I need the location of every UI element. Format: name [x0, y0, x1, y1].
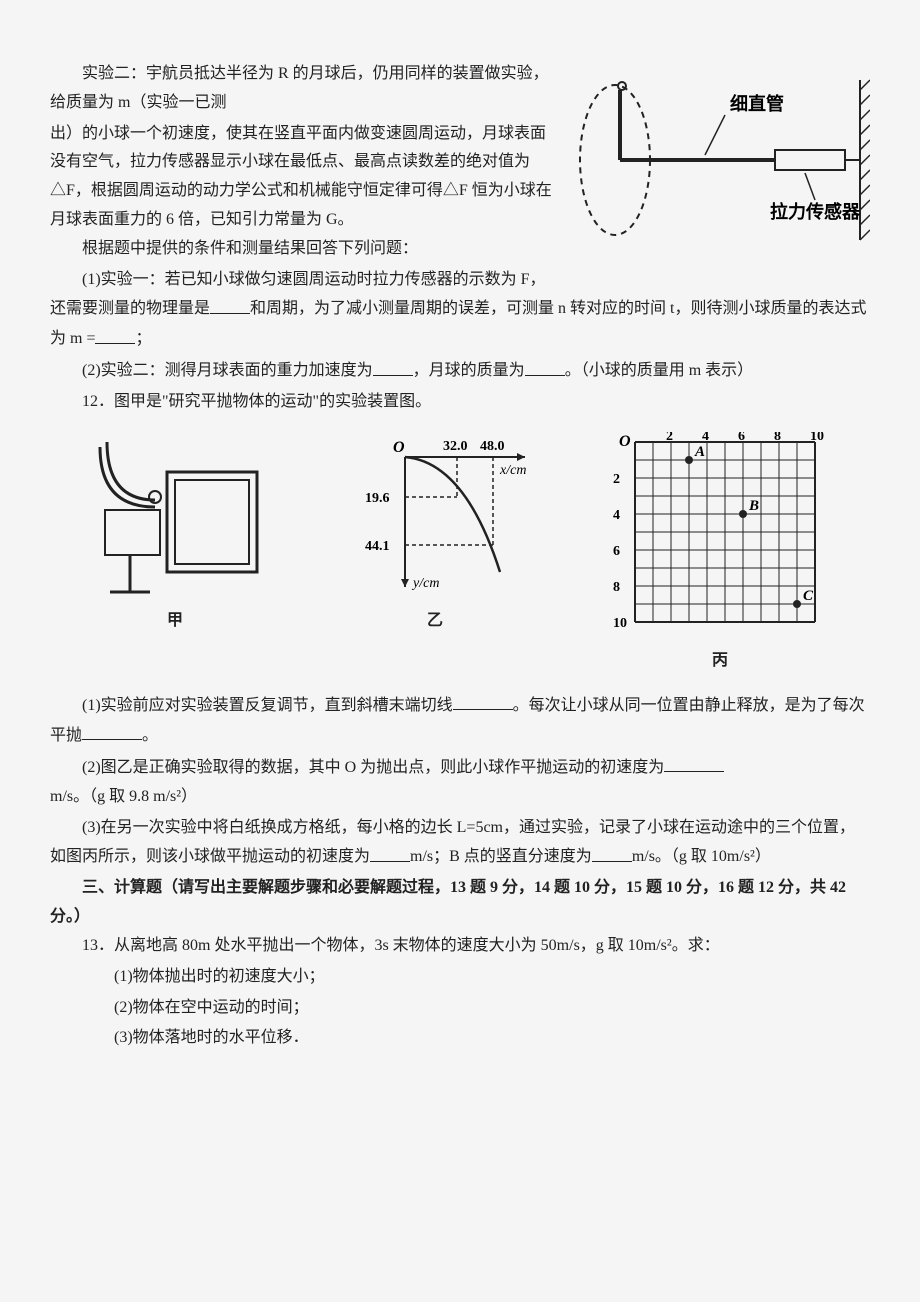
blank-field: [453, 691, 513, 710]
svg-text:4: 4: [613, 508, 620, 523]
q12-sub2-end: m/s。（g 取 9.8 m/s²）: [50, 788, 197, 805]
question-1: (1)实验一：若已知小球做匀速圆周运动时拉力传感器的示数为 F，还需要测量的物理…: [50, 266, 870, 355]
q12-sub1-end: 。: [142, 727, 158, 744]
tube-label: 细直管: [730, 93, 784, 114]
svg-text:10: 10: [613, 616, 627, 631]
q12-sub2-prefix: (2)图乙是正确实验取得的数据，其中 O 为抛出点，则此小球作平抛运动的初速度为: [82, 759, 664, 776]
sensor-label: 拉力传感器: [770, 201, 861, 222]
svg-text:32.0: 32.0: [443, 439, 468, 454]
svg-text:2: 2: [666, 432, 673, 444]
blank-field: [370, 842, 410, 861]
q2-end: 。（小球的质量用 m 表示）: [565, 363, 753, 380]
q12-sub1-prefix: (1)实验前应对实验装置反复调节，直到斜槽末端切线: [82, 697, 453, 714]
svg-text:O: O: [393, 439, 405, 456]
blank-field: [525, 356, 565, 375]
q13-sub1: (1)物体抛出时的初速度大小；: [50, 963, 870, 992]
svg-text:6: 6: [738, 432, 745, 444]
q12-sub3: (3)在另一次实验中将白纸换成方格纸，每小格的边长 L=5cm，通过实验，记录了…: [50, 814, 870, 873]
svg-text:B: B: [748, 498, 759, 514]
svg-text:y/cm: y/cm: [411, 576, 439, 591]
svg-text:C: C: [803, 588, 814, 604]
svg-text:6: 6: [613, 544, 620, 559]
svg-text:8: 8: [774, 432, 781, 444]
q13-sub3: (3)物体落地时的水平位移．: [50, 1024, 870, 1053]
label-yi: 乙: [427, 607, 443, 636]
svg-text:10: 10: [810, 432, 824, 444]
blank-field: [95, 324, 135, 343]
blank-field: [592, 842, 632, 861]
q13-title: 13．从离地高 80m 处水平抛出一个物体，3s 末物体的速度大小为 50m/s…: [50, 932, 870, 961]
q2-prefix: (2)实验二：测得月球表面的重力加速度为: [82, 363, 373, 380]
svg-text:4: 4: [702, 432, 709, 444]
svg-text:O: O: [619, 433, 631, 450]
section3-title: 三、计算题（请写出主要解题步骤和必要解题过程，13 题 9 分，14 题 10 …: [50, 874, 870, 932]
q12-sub2: (2)图乙是正确实验取得的数据，其中 O 为抛出点，则此小球作平抛运动的初速度为…: [50, 753, 870, 812]
question-2: (2)实验二：测得月球表面的重力加速度为 ，月球的质量为 。（小球的质量用 m 表示…: [50, 356, 870, 386]
q12-title: 12．图甲是"研究平抛物体的运动"的实验装置图。: [50, 388, 870, 417]
diagram-bing: O 2 4 6 8 10 2 4 6 8 10 A B C 丙: [605, 432, 835, 676]
label-bing: 丙: [712, 647, 728, 676]
svg-text:A: A: [694, 444, 705, 460]
svg-text:48.0: 48.0: [480, 439, 505, 454]
svg-text:x/cm: x/cm: [499, 463, 526, 478]
diagrams-row: 甲 O 32.0 48.0 x/cm 19.6 44.1 y/cm 乙: [50, 432, 870, 676]
q12-sub3-end: m/s。（g 取 10m/s²）: [632, 849, 771, 866]
q13-sub2: (2)物体在空中运动的时间；: [50, 994, 870, 1023]
diagram-jia: 甲: [85, 432, 265, 636]
q1-end: ；: [135, 331, 151, 348]
q12-sub3-mid: m/s；B 点的竖直分速度为: [410, 849, 592, 866]
svg-text:19.6: 19.6: [365, 491, 390, 506]
q2-mid: ，月球的质量为: [413, 363, 525, 380]
svg-text:44.1: 44.1: [365, 539, 390, 554]
q12-sub1: (1)实验前应对实验装置反复调节，直到斜槽末端切线。每次让小球从同一位置由静止释…: [50, 691, 870, 751]
svg-text:2: 2: [613, 472, 620, 487]
blank-field: [373, 356, 413, 375]
blank-field: [82, 721, 142, 740]
blank-field: [210, 294, 250, 313]
blank-field: [664, 753, 724, 772]
diagram-yi: O 32.0 48.0 x/cm 19.6 44.1 y/cm 乙: [335, 432, 535, 636]
label-jia: 甲: [167, 607, 183, 636]
svg-text:8: 8: [613, 580, 620, 595]
apparatus-diagram: 细直管 拉力传感器: [570, 70, 870, 256]
